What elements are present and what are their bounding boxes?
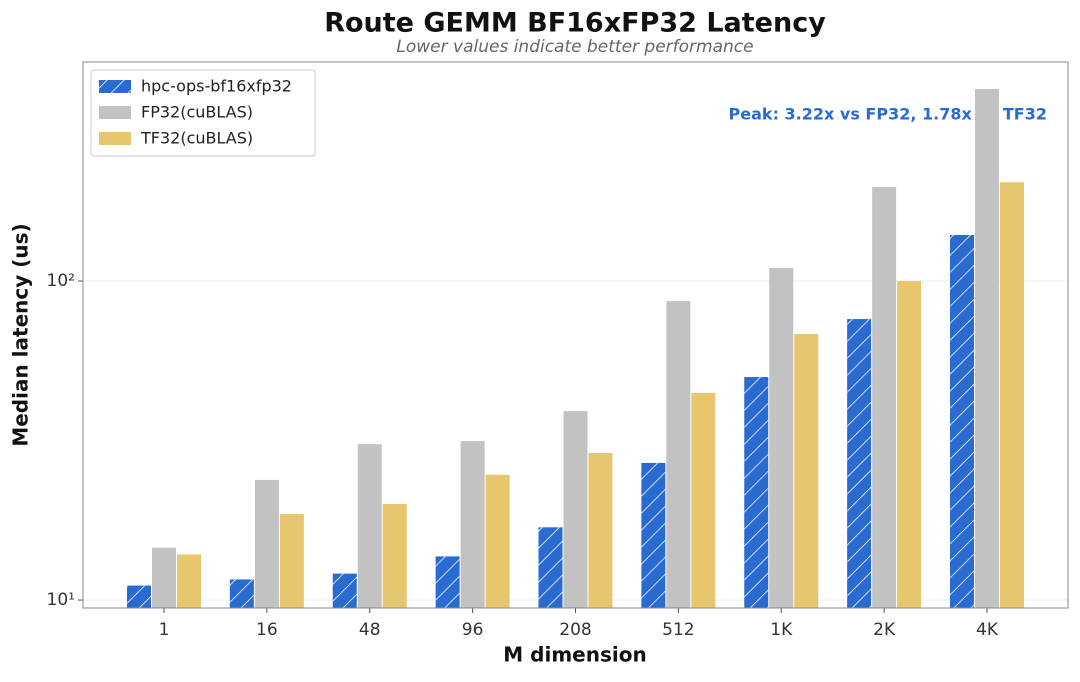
bar — [382, 503, 407, 608]
chart-subtitle: Lower values indicate better performance — [396, 37, 753, 57]
annotation: Peak: 3.22x vs FP32, 1.78x vs TF32 — [729, 105, 1047, 124]
legend-label: TF32(cuBLAS) — [140, 129, 253, 148]
bar — [460, 441, 485, 608]
x-tick-label: 208 — [559, 620, 591, 640]
legend-swatch — [99, 132, 131, 145]
bar — [872, 187, 897, 608]
y-tick-label: 10¹ — [47, 590, 75, 610]
x-tick-label: 1K — [770, 620, 793, 640]
x-tick-label: 48 — [359, 620, 381, 640]
bar — [691, 392, 716, 608]
bar — [485, 474, 510, 608]
bar-hatch — [229, 579, 254, 608]
legend-label: hpc-ops-bf16xfp32 — [141, 77, 292, 96]
bar — [975, 88, 999, 608]
bar-hatch — [847, 319, 872, 608]
x-tick-label: 2K — [873, 620, 896, 640]
legend-swatch — [99, 106, 131, 119]
bar-hatch — [435, 556, 460, 608]
x-axis-label: M dimension — [503, 643, 646, 667]
bar — [794, 334, 819, 608]
y-axis-label: Median latency (us) — [9, 223, 33, 446]
chart-title: Route GEMM BF16xFP32 Latency — [324, 8, 826, 39]
legend-label: FP32(cuBLAS) — [141, 103, 253, 122]
bar — [254, 479, 279, 608]
bar — [588, 452, 613, 608]
bar — [177, 554, 201, 608]
x-tick-label: 512 — [662, 620, 694, 640]
bar-hatch — [332, 573, 357, 608]
y-tick-label: 10² — [47, 271, 75, 291]
bar — [1000, 182, 1024, 608]
legend-hatch — [99, 80, 131, 93]
x-tick-label: 1 — [159, 620, 170, 640]
x-tick-label: 4K — [976, 620, 999, 640]
legend-box — [90, 69, 316, 157]
bar — [563, 411, 588, 608]
bar-hatch — [538, 527, 563, 608]
bar-hatch — [641, 462, 666, 608]
bar-hatch — [127, 585, 151, 608]
x-tick-label: 96 — [462, 620, 484, 640]
bar — [769, 267, 794, 608]
bar — [279, 514, 304, 608]
bar — [357, 444, 382, 608]
bar-hatch — [950, 235, 974, 608]
plot-frame — [82, 61, 1069, 609]
bar-hatch — [744, 377, 769, 608]
bar — [897, 281, 922, 608]
bar — [666, 301, 691, 608]
x-tick-label: 16 — [256, 620, 278, 640]
bar — [152, 547, 176, 608]
